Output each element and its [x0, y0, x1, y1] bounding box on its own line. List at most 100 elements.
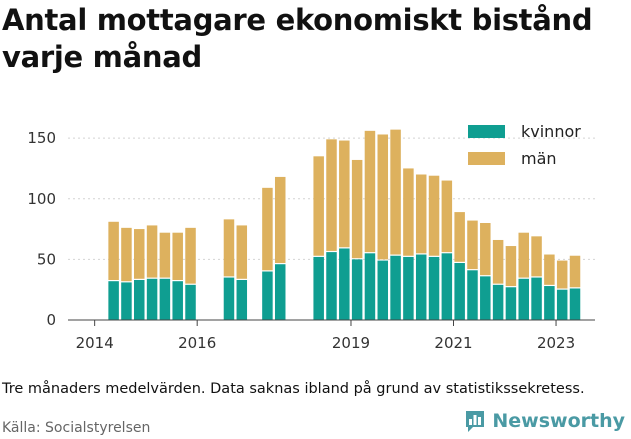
x-tick-label: 2019 — [332, 334, 370, 352]
bars — [108, 129, 581, 320]
bar-stack — [121, 227, 132, 320]
bar-kvinnor — [467, 270, 478, 320]
bar-man — [454, 212, 465, 262]
bar-stack — [146, 225, 158, 320]
bar-stack — [313, 156, 324, 320]
bar-man — [403, 168, 414, 256]
x-tick-label: 2016 — [178, 334, 216, 352]
bar-man — [364, 130, 376, 253]
bar-stack — [223, 219, 235, 320]
bar-kvinnor — [390, 255, 401, 320]
bar-stack — [569, 255, 581, 320]
bar-stack — [326, 139, 337, 320]
bar-kvinnor — [172, 281, 183, 320]
y-tick-label: 100 — [27, 190, 56, 208]
y-tick-label: 50 — [37, 250, 56, 268]
bar-man — [146, 225, 158, 278]
bar-stack — [441, 180, 453, 320]
bar-stack — [390, 129, 401, 320]
bar-stack — [518, 232, 529, 320]
bar-stack — [480, 223, 491, 320]
bar-man — [172, 232, 183, 280]
bar-man — [428, 175, 440, 256]
bar-kvinnor — [339, 248, 350, 320]
bar-kvinnor — [480, 276, 491, 320]
bar-man — [480, 223, 491, 276]
bar-stack — [415, 174, 427, 320]
bar-kvinnor — [556, 289, 568, 320]
bar-kvinnor — [531, 277, 542, 320]
bar-stack — [108, 221, 119, 320]
bar-man — [390, 129, 401, 255]
bar-kvinnor — [415, 254, 427, 320]
bar-stack — [428, 175, 440, 320]
bar-man — [569, 255, 581, 288]
bar-man — [185, 227, 196, 284]
x-tick-label: 2014 — [76, 334, 114, 352]
bar-kvinnor — [492, 284, 504, 320]
bar-kvinnor — [518, 278, 529, 320]
bar-stack — [159, 232, 171, 320]
x-tick-label: 2023 — [537, 334, 575, 352]
bar-man — [339, 140, 350, 248]
y-tick-label: 0 — [46, 311, 56, 329]
bar-man — [134, 229, 145, 279]
bar-kvinnor — [454, 263, 465, 320]
bar-stack — [377, 134, 389, 320]
bar-stack — [262, 187, 273, 320]
bar-stack — [492, 239, 504, 320]
bar-stack — [236, 225, 248, 320]
bar-man — [236, 225, 248, 279]
bar-kvinnor — [185, 284, 196, 320]
x-axis: 2014 2016 2019 2021 2023 — [68, 319, 595, 352]
bar-man — [544, 254, 555, 285]
bar-kvinnor — [441, 253, 453, 320]
bar-man — [441, 180, 453, 253]
bar-man — [531, 236, 542, 277]
bar-man — [377, 134, 389, 260]
newsworthy-logo: Newsworthy — [464, 409, 625, 433]
bar-man — [415, 174, 427, 254]
bar-kvinnor — [274, 264, 286, 320]
bar-kvinnor — [505, 287, 517, 320]
bar-man — [121, 227, 132, 282]
legend-label: kvinnor — [521, 122, 581, 141]
bar-stack — [556, 260, 568, 320]
bar-stack — [351, 159, 363, 320]
bar-stack — [403, 168, 414, 320]
bar-man — [223, 219, 235, 277]
bar-kvinnor — [223, 277, 235, 320]
bar-kvinnor — [262, 271, 273, 320]
bar-man — [505, 246, 517, 287]
bar-stack — [185, 227, 196, 320]
bar-kvinnor — [544, 286, 555, 320]
bar-stack — [544, 254, 555, 320]
bar-kvinnor — [146, 278, 158, 320]
chart-title: Antal mottagare ekonomiskt bistånd varje… — [2, 3, 593, 74]
legend-label: män — [521, 149, 557, 168]
bar-man — [274, 176, 286, 264]
bar-man — [351, 159, 363, 259]
bar-stack — [339, 140, 350, 320]
bar-kvinnor — [313, 256, 324, 320]
bar-stack — [134, 229, 145, 320]
bar-stack — [467, 220, 478, 320]
bar-man — [326, 139, 337, 251]
y-tick-label: 150 — [27, 129, 56, 147]
bar-chart-logo-icon — [466, 411, 485, 432]
bar-kvinnor — [108, 281, 119, 320]
legend-swatch — [468, 125, 505, 138]
bar-kvinnor — [134, 279, 145, 320]
bar-man — [159, 232, 171, 278]
bar-man — [313, 156, 324, 256]
bar-man — [518, 232, 529, 278]
bar-kvinnor — [364, 253, 376, 320]
bar-kvinnor — [236, 279, 248, 320]
brand-name: Newsworthy — [492, 410, 625, 432]
bar-stack — [364, 130, 376, 320]
bar-man — [108, 221, 119, 280]
bar-kvinnor — [569, 288, 581, 320]
chart-note: Tre månaders medelvärden. Data saknas ib… — [2, 381, 585, 397]
x-tick-label: 2021 — [434, 334, 472, 352]
bar-chart: 0 50 100 150 2014 2016 2019 2021 2023 kvinnor mä… — [27, 122, 595, 352]
